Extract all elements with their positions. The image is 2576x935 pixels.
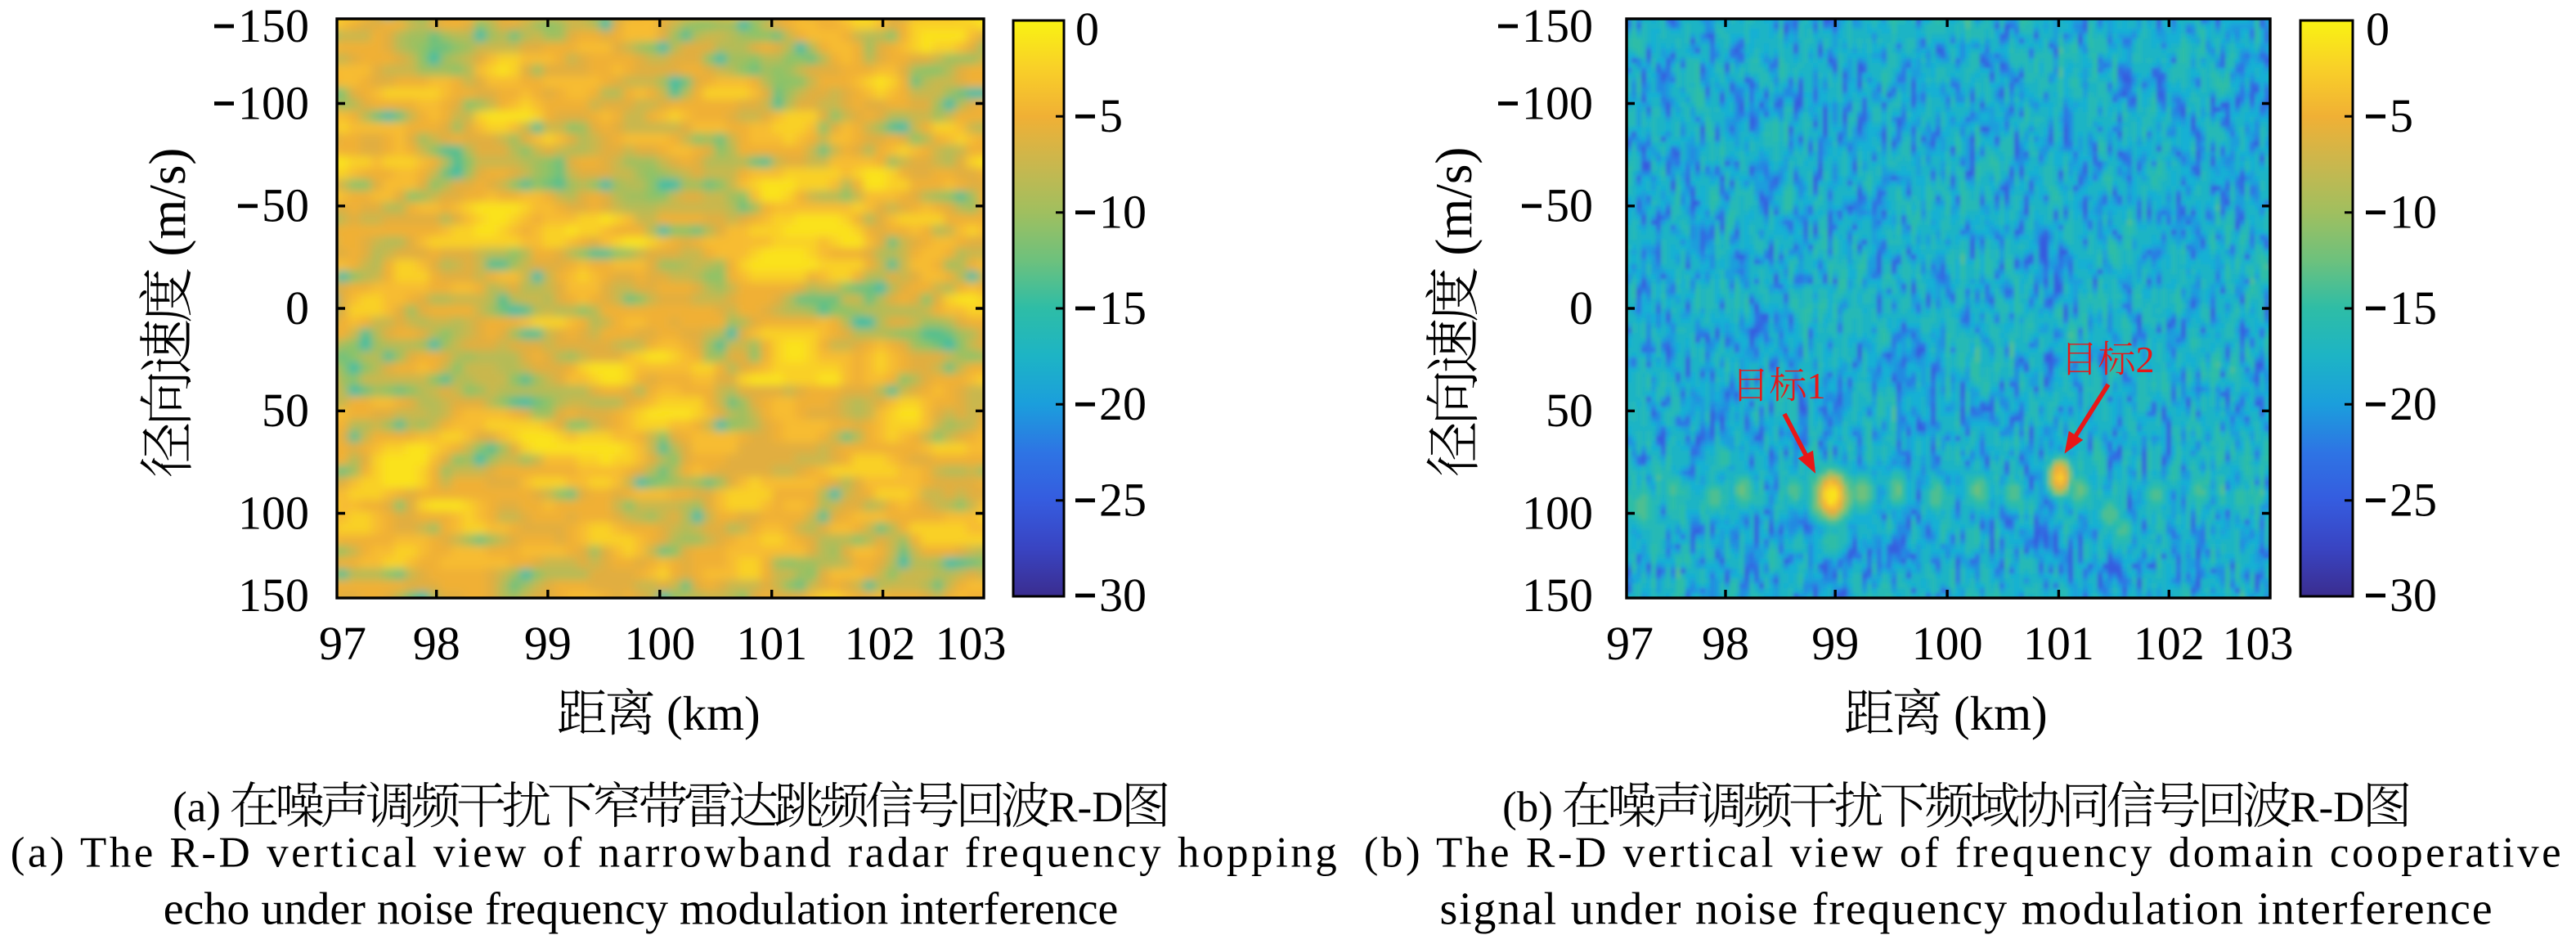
svg-text:(km): (km) [1954, 686, 2048, 740]
svg-text:5: 5 [1099, 89, 1123, 142]
svg-text:0: 0 [1075, 2, 1099, 56]
svg-text:100: 100 [1522, 486, 1593, 539]
svg-text:101: 101 [2023, 617, 2094, 670]
svg-text:(m/s): (m/s) [1425, 147, 1483, 256]
svg-text:signal under noise frequency m: signal under noise frequency modulation … [1440, 884, 2494, 935]
svg-text:(km): (km) [666, 686, 761, 740]
svg-text:97: 97 [319, 617, 366, 670]
svg-text:1: 1 [1807, 365, 1826, 407]
svg-text:150: 150 [1522, 0, 1593, 52]
svg-text:(a) The R-D vertical view of n: (a) The R-D vertical view of narrowband … [11, 829, 1340, 876]
svg-text:98: 98 [1702, 617, 1749, 670]
svg-text:100: 100 [238, 76, 309, 129]
svg-text:5: 5 [2390, 89, 2413, 142]
svg-text:20: 20 [2390, 377, 2437, 430]
svg-text:30: 30 [2390, 569, 2437, 622]
svg-text:150: 150 [238, 569, 309, 622]
svg-text:(b): (b) [1502, 784, 1553, 831]
svg-text:R-D: R-D [1048, 784, 1123, 831]
svg-text:30: 30 [1099, 569, 1147, 622]
svg-text:15: 15 [1099, 281, 1147, 335]
svg-text:99: 99 [524, 617, 572, 670]
svg-text:R-D: R-D [2290, 784, 2364, 831]
svg-text:0: 0 [1569, 281, 1593, 335]
svg-text:101: 101 [736, 617, 807, 670]
svg-text:97: 97 [1606, 617, 1654, 670]
svg-text:10: 10 [1099, 186, 1147, 239]
svg-text:150: 150 [1522, 569, 1593, 622]
svg-text:(a): (a) [173, 784, 221, 831]
svg-text:103: 103 [2223, 617, 2294, 670]
svg-text:10: 10 [2390, 186, 2437, 239]
svg-text:50: 50 [1546, 384, 1593, 437]
svg-text:20: 20 [1099, 377, 1147, 430]
svg-text:0: 0 [2366, 2, 2390, 56]
svg-text:98: 98 [413, 617, 460, 670]
svg-text:102: 102 [2134, 617, 2205, 670]
svg-text:25: 25 [1099, 474, 1147, 527]
svg-text:50: 50 [262, 179, 309, 232]
svg-text:25: 25 [2390, 474, 2437, 527]
svg-text:102: 102 [845, 617, 916, 670]
svg-text:2: 2 [2136, 339, 2155, 380]
svg-text:103: 103 [936, 617, 1007, 670]
svg-text:(b) The R-D vertical view of f: (b) The R-D vertical view of frequency d… [1364, 829, 2565, 876]
svg-text:100: 100 [1912, 617, 1983, 670]
svg-text:(m/s): (m/s) [139, 148, 196, 257]
svg-text:100: 100 [238, 486, 309, 539]
svg-text:0: 0 [285, 281, 309, 335]
svg-text:100: 100 [1522, 76, 1593, 129]
svg-text:99: 99 [1811, 617, 1859, 670]
svg-text:echo under noise frequency mod: echo under noise frequency modulation in… [164, 884, 1119, 935]
svg-text:50: 50 [262, 384, 309, 437]
svg-text:100: 100 [624, 617, 695, 670]
svg-text:15: 15 [2390, 281, 2437, 335]
svg-text:150: 150 [238, 0, 309, 52]
svg-text:50: 50 [1546, 179, 1593, 232]
